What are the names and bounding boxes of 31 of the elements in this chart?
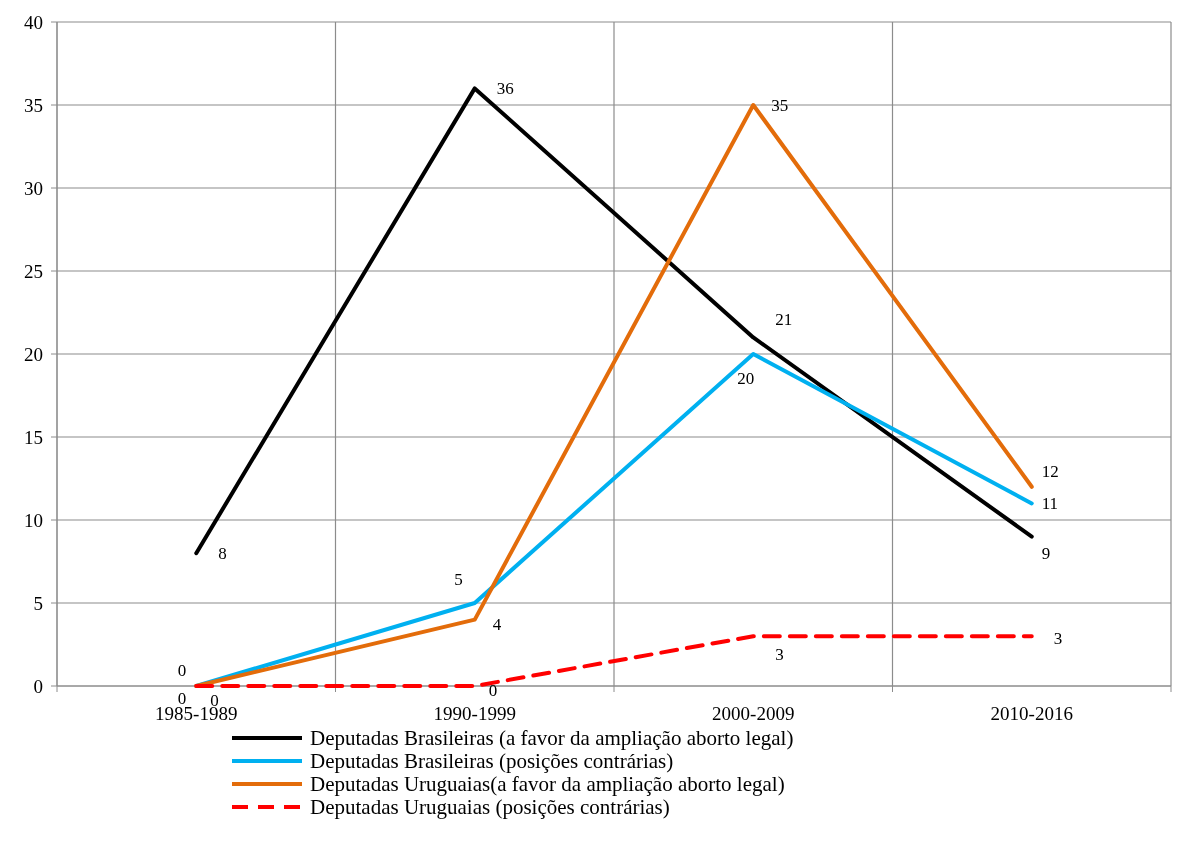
data-label: 12: [1041, 461, 1059, 481]
y-tick-label: 5: [33, 592, 43, 614]
legend-label: Deputadas Uruguaias(a favor da ampliação aborto legal): [310, 772, 785, 797]
data-label: 4: [492, 614, 502, 634]
y-tick-label: 35: [24, 94, 43, 116]
data-label: 9: [1041, 543, 1051, 563]
y-tick-label: 0: [33, 675, 43, 697]
x-tick-label: 1990-1999: [433, 703, 516, 724]
legend-label: Deputadas Uruguaias (posições contrárias): [310, 795, 670, 820]
data-label: 3: [1053, 629, 1063, 649]
data-label: 35: [771, 96, 789, 115]
x-tick-label: 2000-2009: [712, 703, 795, 724]
data-label: 0: [488, 681, 498, 700]
data-label: 0: [177, 661, 187, 680]
data-label: 5: [454, 570, 463, 589]
data-label: 20: [737, 369, 755, 388]
y-tick-label: 10: [24, 509, 43, 531]
data-label: 11: [1041, 494, 1059, 514]
y-tick-label: 30: [24, 177, 43, 199]
y-tick-label: 15: [24, 426, 43, 448]
x-tick-label: 2010-2016: [990, 703, 1073, 724]
data-label: 36: [496, 79, 514, 99]
data-label: 3: [775, 645, 784, 665]
y-tick-label: 20: [24, 343, 43, 365]
legend-label: Deputadas Brasileiras (a favor da ampliação aborto legal): [310, 726, 794, 751]
y-tick-label: 25: [24, 260, 43, 282]
data-label: 21: [775, 310, 793, 330]
legend-label: Deputadas Brasileiras (posições contrárias): [310, 749, 674, 774]
data-label: 0: [177, 689, 187, 708]
data-label: 8: [218, 544, 227, 564]
y-tick-label: 40: [24, 11, 43, 33]
